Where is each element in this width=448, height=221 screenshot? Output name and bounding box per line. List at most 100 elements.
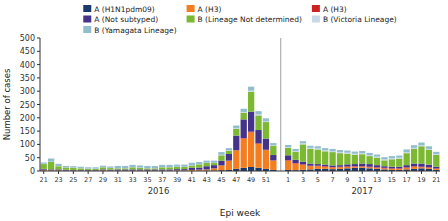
- bar-segment: [322, 150, 328, 151]
- bar-segment: [233, 126, 239, 129]
- bar-segment: [166, 167, 172, 169]
- bar-segment: [248, 91, 254, 92]
- bar-segment: [248, 87, 254, 91]
- bar-segment: [63, 166, 69, 167]
- x-tick-label: 43: [203, 176, 211, 184]
- legend: A (H1N1pdm09)A (H3)A (H3)A (Not subtyped…: [83, 5, 397, 35]
- bar-segment: [152, 169, 158, 170]
- bar-segment: [337, 165, 343, 167]
- bar-segment: [211, 168, 217, 170]
- x-tick-label: 3: [301, 176, 305, 184]
- bar-segment: [144, 168, 150, 169]
- bar-segment: [211, 161, 217, 163]
- bar-segment: [381, 168, 387, 169]
- legend-swatch: [83, 16, 91, 23]
- y-tick-label: 0: [30, 167, 35, 176]
- x-tick: [191, 171, 192, 174]
- bar-segment: [226, 151, 232, 154]
- legend-label: A (H1N1pdm09): [94, 5, 155, 14]
- bar-segment: [359, 167, 365, 168]
- legend-swatch: [187, 16, 195, 23]
- x-tick: [377, 171, 378, 174]
- bar-segment: [300, 165, 306, 170]
- bar-segment: [300, 141, 306, 143]
- y-tick: [37, 157, 40, 158]
- bar-segment: [418, 143, 424, 146]
- bar-segment: [300, 162, 306, 165]
- bar-segment: [315, 146, 321, 148]
- bar-segment: [100, 166, 106, 167]
- bar-segment: [196, 164, 202, 167]
- x-tick: [362, 171, 363, 174]
- bar-segment: [322, 151, 328, 164]
- bar-segment: [366, 153, 372, 155]
- annotation: 2016: [148, 186, 170, 196]
- bar-segment: [107, 168, 113, 170]
- bar-segment: [233, 150, 239, 169]
- bar-segment: [255, 115, 261, 130]
- bar-segment: [137, 168, 143, 170]
- bar-segment: [92, 167, 98, 168]
- bar-segment: [85, 168, 91, 169]
- bar-segment: [226, 148, 232, 150]
- bar-segment: [211, 163, 217, 165]
- bar-segment: [70, 168, 76, 170]
- bar-segment: [389, 159, 395, 166]
- bar-segment: [48, 158, 54, 161]
- bar-segment: [374, 157, 380, 158]
- bar-segment: [159, 167, 165, 169]
- bar-segment: [270, 155, 276, 160]
- y-tick-label: 150: [20, 127, 35, 136]
- bar-segment: [107, 166, 113, 167]
- bar-segment: [92, 168, 98, 169]
- x-tick: [302, 171, 303, 174]
- bar-segment: [55, 164, 61, 166]
- bar-segment: [366, 164, 372, 167]
- legend-swatch: [312, 16, 320, 23]
- x-tick: [421, 171, 422, 174]
- bar-segment: [226, 154, 232, 161]
- bar-segment: [337, 153, 343, 165]
- bar-segment: [396, 167, 402, 169]
- bar-segment: [389, 167, 395, 169]
- bar-segment: [107, 167, 113, 168]
- legend-swatch: [187, 5, 195, 12]
- x-tick-label: 29: [99, 176, 107, 184]
- x-tick: [132, 171, 133, 174]
- bar-segment: [255, 144, 261, 168]
- bar-segment: [196, 168, 202, 170]
- bar-segment: [204, 163, 210, 166]
- bar-segment: [344, 151, 350, 153]
- bar-segment: [337, 152, 343, 153]
- bar-segment: [285, 145, 291, 147]
- x-tick-label: 9: [345, 176, 349, 184]
- y-tick-label: 200: [20, 114, 35, 123]
- bar-segment: [329, 168, 335, 170]
- bar-segment: [218, 152, 224, 155]
- x-tick-label: 21: [40, 176, 48, 184]
- bar-segment: [233, 129, 239, 136]
- bar-segment: [218, 165, 224, 170]
- bar-segment: [189, 168, 195, 170]
- bar-segment: [352, 154, 358, 155]
- bar-segment: [300, 144, 306, 161]
- bar-segment: [189, 163, 195, 166]
- bar-segment: [248, 132, 254, 167]
- x-tick-label: 11: [358, 176, 366, 184]
- bar-segment: [352, 167, 358, 168]
- x-tick-label: 51: [262, 176, 270, 184]
- bar-segment: [337, 150, 343, 152]
- legend-swatch: [83, 5, 91, 12]
- bar-segment: [189, 166, 195, 168]
- bar-segment: [263, 118, 269, 121]
- bar-segment: [41, 163, 47, 164]
- bar-segment: [292, 164, 298, 171]
- x-tick-label: 49: [247, 176, 255, 184]
- bar-segment: [344, 164, 350, 166]
- bar-segment: [426, 150, 432, 165]
- bar-segment: [359, 151, 365, 153]
- bar-segment: [152, 166, 158, 168]
- bar-segment: [300, 143, 306, 144]
- bar-segment: [196, 162, 202, 164]
- bar-segment: [226, 161, 232, 170]
